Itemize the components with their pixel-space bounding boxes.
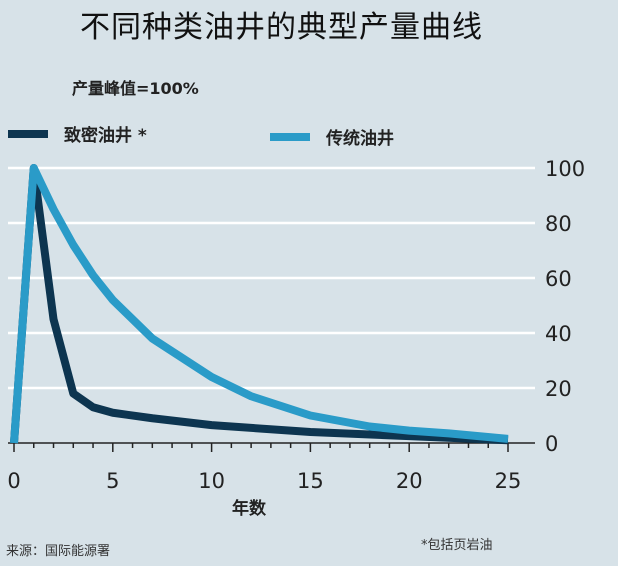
legend-item-conventional-oil: 传统油井 bbox=[270, 124, 394, 149]
footnote: *包括页岩油 bbox=[421, 538, 493, 553]
x-tick-label: 5 bbox=[106, 469, 119, 493]
data-series bbox=[10, 164, 509, 445]
legend-label: 致密油井 * bbox=[64, 126, 147, 146]
y-axis-ticks: 0 20 40 60 80 100 bbox=[545, 157, 585, 456]
y-tick-label: 20 bbox=[545, 377, 572, 401]
legend-swatch-tight-oil bbox=[8, 129, 48, 138]
x-tick-label: 10 bbox=[198, 469, 225, 493]
legend-item-tight-oil: 致密油井 * bbox=[8, 121, 147, 146]
x-axis: 0 5 10 15 20 25 bbox=[7, 442, 535, 493]
source-note: 来源：国际能源署 bbox=[6, 544, 111, 559]
y-tick-label: 100 bbox=[545, 157, 585, 181]
chart-title: 不同种类油井的典型产量曲线 bbox=[80, 10, 483, 45]
gridlines bbox=[8, 166, 535, 390]
x-tick-label: 20 bbox=[396, 469, 423, 493]
y-tick-label: 60 bbox=[545, 267, 572, 291]
x-tick-label: 25 bbox=[495, 469, 522, 493]
series-line-tight-oil bbox=[10, 164, 509, 445]
legend-label: 传统油井 bbox=[326, 129, 394, 149]
x-tick-label: 0 bbox=[7, 469, 20, 493]
y-tick-label: 80 bbox=[545, 212, 572, 236]
x-tick-label: 15 bbox=[297, 469, 324, 493]
y-tick-label: 40 bbox=[545, 322, 572, 346]
y-tick-label: 0 bbox=[545, 432, 558, 456]
legend-swatch-conventional-oil bbox=[270, 132, 310, 141]
chart-subtitle: 产量峰值=100% bbox=[72, 79, 199, 98]
series-line-conventional-oil bbox=[10, 164, 509, 444]
x-axis-label: 年数 bbox=[232, 499, 266, 519]
